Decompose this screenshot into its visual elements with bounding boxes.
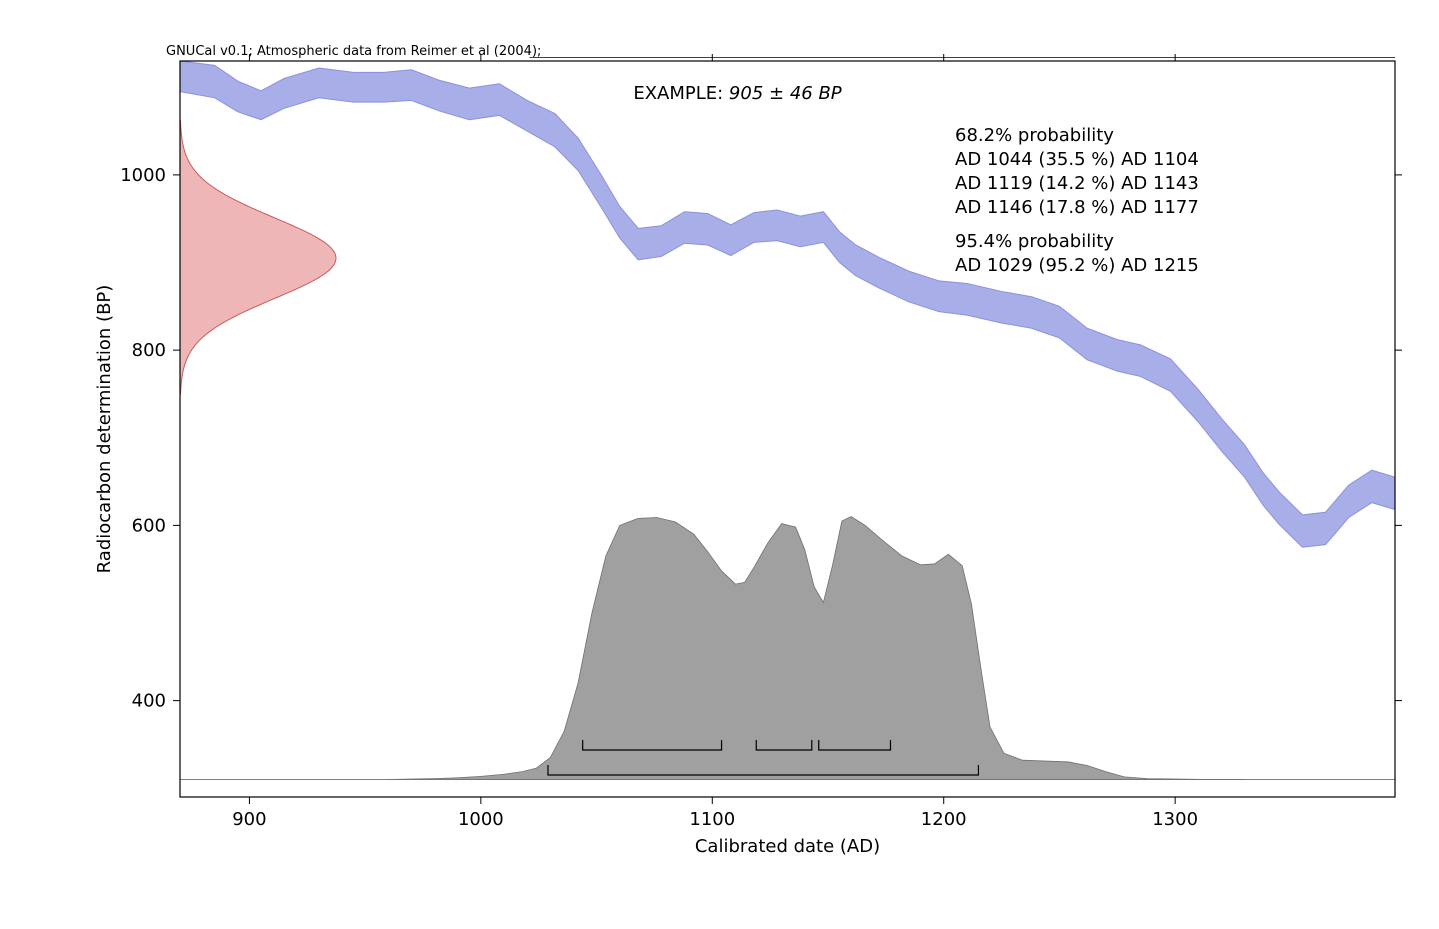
calibration-curve-band <box>180 61 1395 547</box>
radiocarbon-gaussian <box>180 121 336 394</box>
prob-68-line: AD 1044 (35.5 %) AD 1104 <box>955 149 1199 170</box>
prob-95-header: 95.4% probability <box>955 231 1114 252</box>
prob-95-line: AD 1029 (95.2 %) AD 1215 <box>955 255 1199 276</box>
y-tick-label: 600 <box>132 515 166 536</box>
x-tick-label: 1300 <box>1152 809 1198 830</box>
prob-68-header: 68.2% probability <box>955 125 1114 146</box>
y-tick-label: 400 <box>132 691 166 712</box>
chart-container: 900 1000 1100 1200 1300 Calibrated date (AD) 4… <box>0 0 1439 929</box>
x-tick-label: 1200 <box>921 809 967 830</box>
y-axis-label: Radiocarbon determination (BP) <box>94 285 115 574</box>
posterior-density <box>388 517 1244 780</box>
x-tick-label: 1000 <box>458 809 504 830</box>
x-tick-label: 1100 <box>689 809 735 830</box>
y-tick-label: 800 <box>132 340 166 361</box>
calibration-plot: 900 1000 1100 1200 1300 Calibrated date (AD) 4… <box>0 0 1439 929</box>
x-tick-label: 900 <box>232 809 266 830</box>
y-tick-label: 1000 <box>120 165 166 186</box>
prob-68-line: AD 1146 (17.8 %) AD 1177 <box>955 197 1199 218</box>
plot-title: EXAMPLE: 905 ± 46 BP <box>633 83 841 104</box>
source-text: GNUCal v0.1; Atmospheric data from Reime… <box>166 44 541 59</box>
prob-68-line: AD 1119 (14.2 %) AD 1143 <box>955 173 1199 194</box>
x-axis-label: Calibrated date (AD) <box>695 836 880 857</box>
